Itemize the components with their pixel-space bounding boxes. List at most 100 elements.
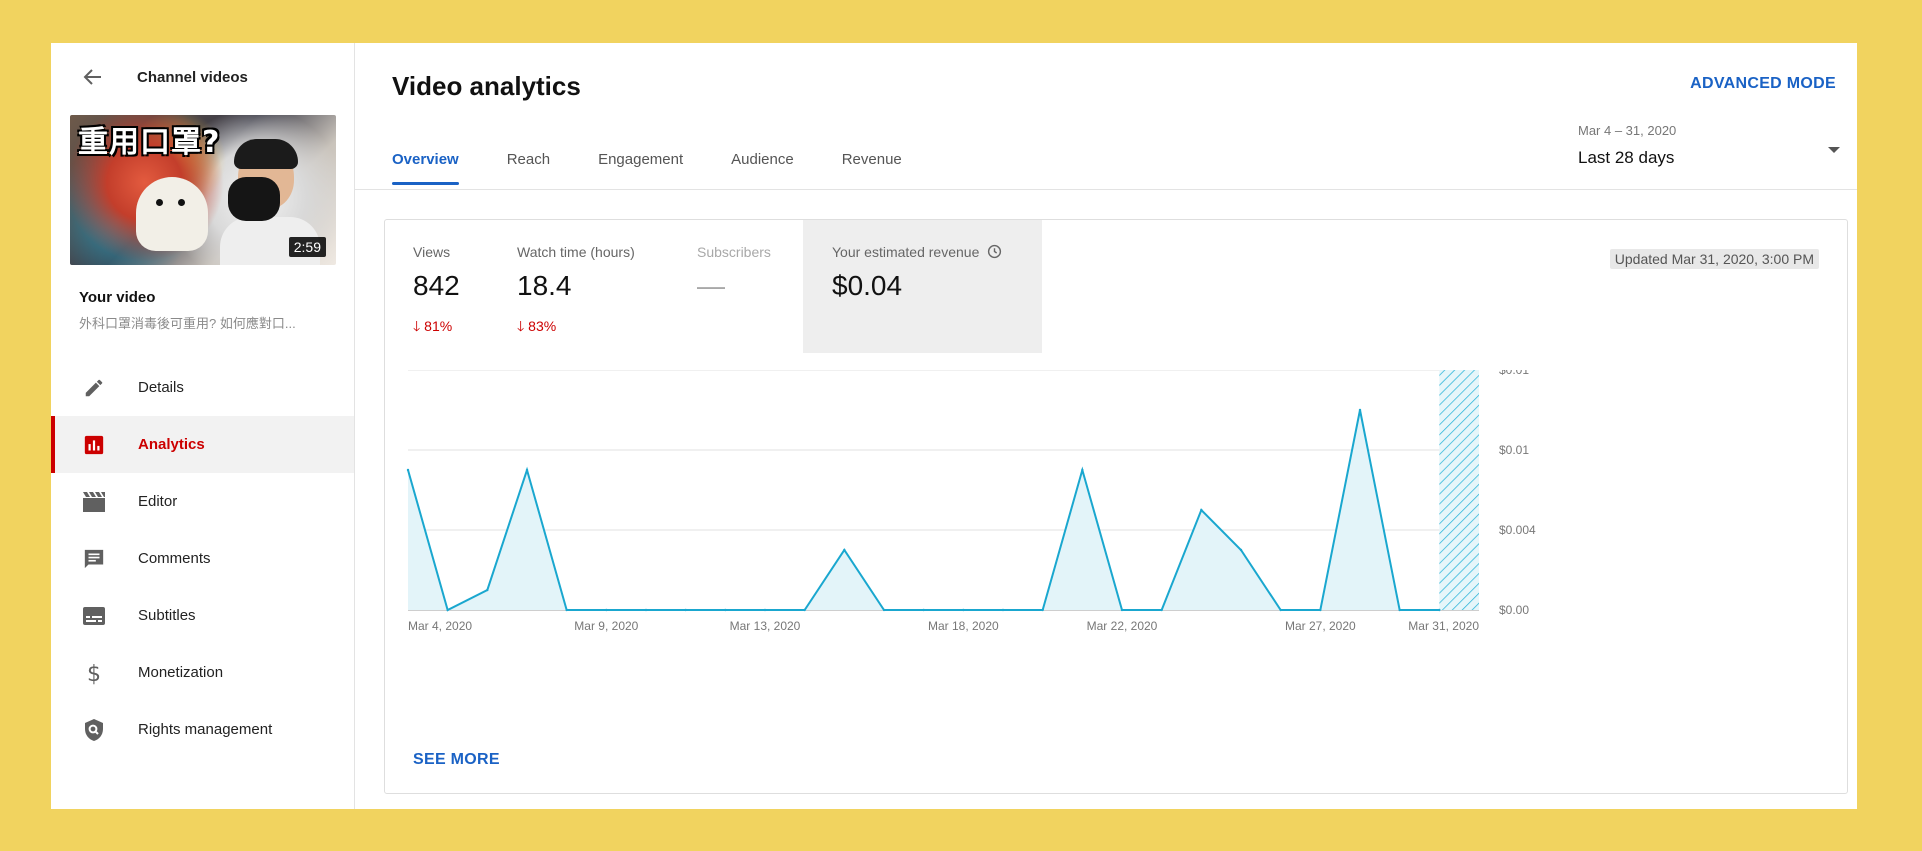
data-point bbox=[446, 608, 449, 612]
data-point bbox=[565, 608, 568, 612]
metric-estimated-revenue[interactable]: Your estimated revenue $0.04 bbox=[803, 220, 1042, 353]
back-row: Channel videos bbox=[51, 43, 354, 111]
your-video-label: Your video bbox=[79, 289, 156, 306]
sidebar-nav: Details Analytics Editor Comments bbox=[51, 359, 354, 758]
x-tick-label: Mar 4, 2020 bbox=[408, 619, 472, 633]
analytics-icon bbox=[82, 433, 106, 457]
sidebar-item-label: Analytics bbox=[138, 436, 205, 453]
metric-value: $0.04 bbox=[832, 270, 903, 301]
y-tick-label: $0.01 bbox=[1499, 443, 1529, 457]
data-point bbox=[644, 608, 648, 612]
thumbnail-seal-figure bbox=[136, 177, 208, 251]
x-tick-label: Mar 27, 2020 bbox=[1285, 619, 1356, 633]
updated-timestamp: Updated Mar 31, 2020, 3:00 PM bbox=[1609, 249, 1819, 269]
main-content: Video analytics ADVANCED MODE Overview R… bbox=[355, 43, 1857, 809]
date-preset-value: Last 28 days bbox=[1578, 148, 1675, 167]
sidebar-item-label: Editor bbox=[138, 493, 178, 510]
data-point bbox=[1319, 608, 1322, 612]
metric-label: Your estimated revenue bbox=[832, 244, 980, 260]
dollar-icon: $ bbox=[82, 661, 106, 685]
sidebar-item-analytics[interactable]: Analytics bbox=[51, 416, 354, 473]
down-arrow-icon: 🡓 bbox=[517, 318, 525, 334]
data-point bbox=[803, 608, 806, 612]
data-point bbox=[922, 608, 925, 612]
sidebar-item-label: Comments bbox=[138, 550, 211, 567]
advanced-mode-button[interactable]: ADVANCED MODE bbox=[1690, 75, 1836, 92]
data-point bbox=[1438, 608, 1441, 612]
back-arrow-icon[interactable] bbox=[81, 65, 105, 89]
metric-views[interactable]: Views 842 🡓 81% bbox=[413, 220, 503, 353]
tab-overview[interactable]: Overview bbox=[392, 151, 459, 185]
tab-audience[interactable]: Audience bbox=[731, 151, 794, 168]
see-more-button[interactable]: SEE MORE bbox=[413, 751, 500, 768]
x-tick-label: Mar 22, 2020 bbox=[1087, 619, 1158, 633]
metric-value: — bbox=[697, 270, 725, 301]
data-point bbox=[486, 588, 489, 592]
thumbnail-title: 重用口罩? bbox=[78, 125, 221, 160]
x-tick-label: Mar 18, 2020 bbox=[928, 619, 999, 633]
data-point bbox=[525, 468, 529, 472]
channel-videos-link[interactable]: Channel videos bbox=[137, 68, 248, 86]
sidebar-item-subtitles[interactable]: Subtitles bbox=[51, 587, 354, 644]
data-point bbox=[763, 608, 767, 612]
sidebar: Channel videos 重用口罩? 2:59 Your video 外科口… bbox=[51, 43, 355, 809]
date-range-text: Mar 4 – 31, 2020 bbox=[1578, 123, 1677, 138]
metric-value: 842 bbox=[413, 270, 460, 301]
tab-revenue[interactable]: Revenue bbox=[841, 151, 902, 168]
dropdown-caret-icon bbox=[1828, 147, 1840, 153]
date-range-dropdown[interactable]: Mar 4 – 31, 2020 Last 28 days bbox=[1578, 123, 1840, 179]
revenue-chart: $0.01 $0.01 $0.004 $0.00 Mar 4, 2020 Mar 9, 2… bbox=[406, 370, 1536, 633]
svg-text:$: $ bbox=[87, 662, 101, 685]
data-point bbox=[882, 608, 886, 612]
sidebar-item-monetization[interactable]: $ Monetization bbox=[51, 644, 354, 701]
clock-icon bbox=[987, 244, 1002, 262]
metric-label: Views bbox=[413, 244, 451, 260]
y-tick-label: $0.00 bbox=[1499, 603, 1529, 617]
tab-reach[interactable]: Reach bbox=[506, 151, 551, 168]
data-point bbox=[1001, 608, 1005, 612]
sidebar-item-details[interactable]: Details bbox=[51, 359, 354, 416]
tab-bar: Overview Reach Engagement Audience Reven… bbox=[392, 151, 950, 185]
data-point bbox=[962, 608, 965, 612]
metric-change-value: 83% bbox=[528, 318, 557, 334]
thumbnail-glove bbox=[228, 177, 280, 221]
metric-watch-time[interactable]: Watch time (hours) 18.4 🡓 83% bbox=[517, 220, 677, 353]
tab-engagement[interactable]: Engagement bbox=[598, 151, 684, 168]
data-point bbox=[1239, 548, 1243, 552]
metric-label: Subscribers bbox=[697, 244, 771, 260]
subtitles-icon bbox=[82, 604, 106, 628]
sidebar-item-comments[interactable]: Comments bbox=[51, 530, 354, 587]
y-tick-label: $0.01 bbox=[1499, 370, 1529, 377]
comment-icon bbox=[82, 547, 106, 571]
metric-change: 🡓 81% bbox=[413, 316, 452, 340]
metric-subscribers[interactable]: Subscribers — bbox=[697, 220, 787, 353]
app-window: Channel videos 重用口罩? 2:59 Your video 外科口… bbox=[51, 43, 1857, 809]
pencil-icon bbox=[82, 376, 106, 400]
data-point bbox=[843, 548, 846, 552]
x-tick-label: Mar 31, 2020 bbox=[1408, 619, 1479, 633]
video-thumbnail[interactable]: 重用口罩? 2:59 bbox=[70, 115, 336, 265]
page-title: Video analytics bbox=[392, 71, 581, 101]
sidebar-item-label: Monetization bbox=[138, 664, 224, 681]
sidebar-item-rights-management[interactable]: Rights management bbox=[51, 701, 354, 758]
sidebar-item-editor[interactable]: Editor bbox=[51, 473, 354, 530]
data-point bbox=[605, 608, 608, 612]
x-tick-label: Mar 13, 2020 bbox=[730, 619, 801, 633]
data-point bbox=[1358, 408, 1362, 412]
sidebar-item-label: Subtitles bbox=[138, 607, 196, 624]
metric-change-value: 81% bbox=[424, 318, 453, 334]
chart-area-fill bbox=[408, 410, 1440, 610]
shield-icon bbox=[82, 718, 106, 742]
metric-label-row: Your estimated revenue bbox=[832, 244, 1002, 262]
sidebar-item-label: Rights management bbox=[138, 721, 273, 738]
data-point bbox=[1200, 508, 1203, 512]
data-point bbox=[1279, 608, 1282, 612]
sidebar-item-label: Details bbox=[138, 379, 184, 396]
video-title: 外科口罩消毒後可重用? 如何應對口... bbox=[79, 316, 296, 331]
chart-series-line bbox=[407, 409, 1440, 612]
thumbnail-hair bbox=[234, 139, 298, 169]
data-point bbox=[724, 608, 727, 612]
x-tick-label: Mar 9, 2020 bbox=[574, 619, 638, 633]
data-point bbox=[1398, 608, 1401, 612]
partial-period-hatch bbox=[1439, 370, 1479, 610]
